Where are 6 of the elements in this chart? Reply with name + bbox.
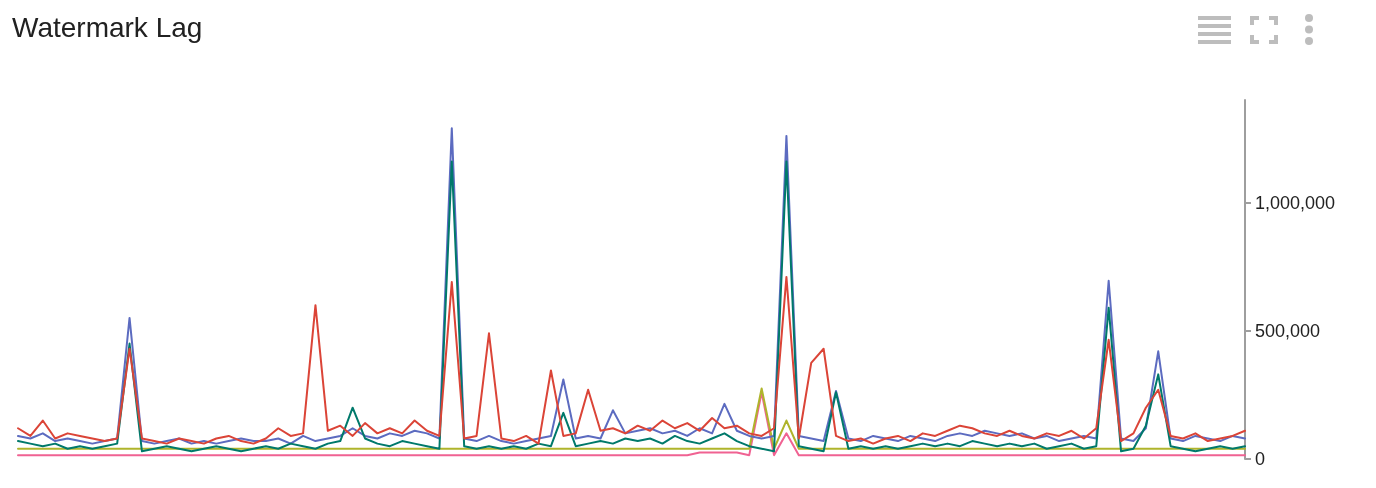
y-tick-label: 0 [1255,449,1266,469]
y-tick-label: 500,000 [1255,320,1321,341]
line-series [17,275,1246,445]
chart-title: Watermark Lag [12,12,203,44]
y-tick-label: 1,000,000 [1255,192,1336,213]
line-series [17,391,1246,457]
